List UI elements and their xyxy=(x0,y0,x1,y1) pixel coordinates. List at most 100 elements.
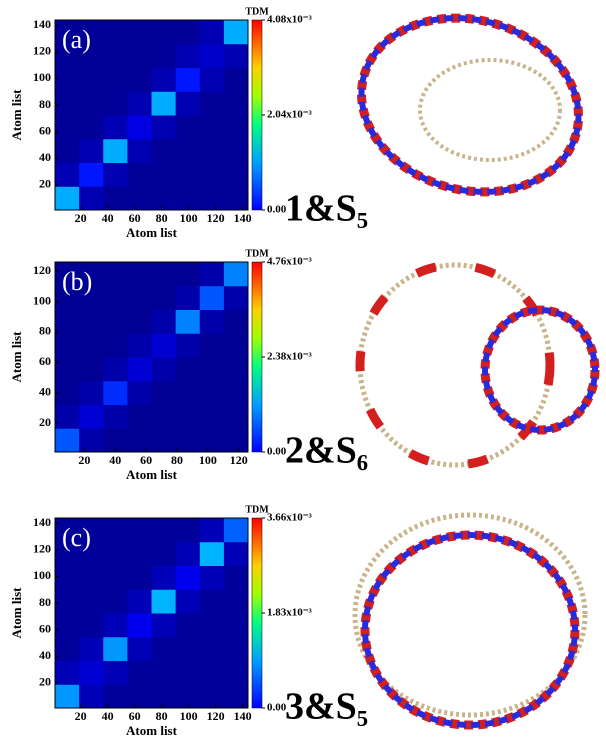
colorbar xyxy=(251,517,263,709)
heat-cell xyxy=(175,541,201,566)
colorbar-tick-label: 2.04x10⁻³ xyxy=(267,109,313,121)
heat-cell xyxy=(199,636,225,661)
heat-cell xyxy=(223,309,249,334)
heat-cell xyxy=(79,428,104,453)
heat-cell xyxy=(199,162,225,187)
heat-cell xyxy=(127,43,152,68)
heat-cell xyxy=(151,186,177,211)
heat-cell xyxy=(175,565,201,590)
x-tick-label: 140 xyxy=(234,709,252,723)
heat-cell xyxy=(127,138,152,163)
heat-cell xyxy=(223,115,249,140)
structure-label: 3&S₅ xyxy=(285,686,368,728)
heat-cell xyxy=(55,91,80,116)
heat-cell xyxy=(103,262,128,287)
x-tick-label: 100 xyxy=(180,211,198,225)
y-tick-label: 60 xyxy=(39,621,51,635)
x-tick-label: 120 xyxy=(207,709,225,723)
heat-cell xyxy=(151,428,177,453)
heat-cell xyxy=(79,333,104,358)
heat-cell xyxy=(151,285,177,310)
heat-cell xyxy=(175,285,201,310)
heat-cell xyxy=(103,67,128,92)
y-tick-label: 80 xyxy=(39,324,51,338)
x-tick-label: 80 xyxy=(156,211,168,225)
y-axis-title: Atom list xyxy=(9,587,24,639)
colorbar-tick-label: 3.66x10⁻³ xyxy=(267,512,313,524)
heat-cell xyxy=(55,357,80,382)
heat-cell xyxy=(151,309,177,334)
heat-cell xyxy=(79,309,104,334)
heat-cell xyxy=(175,660,201,685)
heat-cell xyxy=(127,613,152,638)
heat-cell xyxy=(55,67,80,92)
heat-cell xyxy=(127,91,152,116)
heat-cell xyxy=(103,20,128,45)
heat-cell xyxy=(151,20,177,45)
x-tick-label: 20 xyxy=(78,453,90,467)
heat-cell xyxy=(127,186,152,211)
x-tick-label: 100 xyxy=(199,453,217,467)
heat-cell xyxy=(127,357,152,382)
heat-cell xyxy=(103,636,128,661)
heat-cell xyxy=(199,285,225,310)
heat-cell xyxy=(223,43,249,68)
heat-cell xyxy=(175,138,201,163)
y-tick-label: 120 xyxy=(33,263,51,277)
heat-cell xyxy=(199,613,225,638)
y-tick-label: 20 xyxy=(39,177,51,191)
heat-cell xyxy=(223,660,249,685)
heat-cell xyxy=(55,186,80,211)
heat-cell xyxy=(199,333,225,358)
heat-cell xyxy=(127,636,152,661)
heat-cell xyxy=(127,660,152,685)
heat-cell xyxy=(79,660,104,685)
y-tick-label: 80 xyxy=(39,595,51,609)
heat-cell xyxy=(175,162,201,187)
heat-cell xyxy=(79,404,104,429)
heat-cell xyxy=(199,91,225,116)
heat-cell xyxy=(127,518,152,543)
heat-cell xyxy=(127,115,152,140)
heat-cell xyxy=(151,404,177,429)
heat-cell xyxy=(103,589,128,614)
heat-cell xyxy=(175,115,201,140)
heat-cell xyxy=(103,380,128,405)
heat-cell xyxy=(79,285,104,310)
plot-frame xyxy=(54,517,249,709)
colorbar-tick-label: 0.00 xyxy=(267,204,287,216)
heat-cell xyxy=(151,636,177,661)
heat-cell xyxy=(199,541,225,566)
heat-cell xyxy=(175,262,201,287)
heat-cell xyxy=(127,20,152,45)
heat-cell xyxy=(223,518,249,543)
colorbar-tick-label: 2.38x10⁻³ xyxy=(267,351,313,363)
heat-cell xyxy=(223,428,249,453)
heat-cell xyxy=(199,404,225,429)
heat-cell xyxy=(55,333,80,358)
heat-cell xyxy=(55,589,80,614)
heat-cell xyxy=(127,589,152,614)
heat-cell xyxy=(151,518,177,543)
heat-cell xyxy=(175,20,201,45)
heat-cell xyxy=(199,138,225,163)
heat-cell xyxy=(175,636,201,661)
heat-cell xyxy=(223,333,249,358)
heat-cell xyxy=(175,333,201,358)
heat-cell xyxy=(55,380,80,405)
heat-cell xyxy=(79,589,104,614)
y-tick-label: 20 xyxy=(39,415,51,429)
heat-cell xyxy=(223,565,249,590)
heat-cell xyxy=(223,262,249,287)
heat-cell xyxy=(151,91,177,116)
heat-cell xyxy=(127,428,152,453)
heat-cell xyxy=(103,684,128,709)
heat-cell xyxy=(127,285,152,310)
colorbar xyxy=(251,261,263,453)
x-tick-label: 20 xyxy=(75,709,87,723)
panel-label: (c) xyxy=(62,523,91,552)
heat-cell xyxy=(199,115,225,140)
x-tick-label: 60 xyxy=(129,709,141,723)
heat-cell xyxy=(55,43,80,68)
y-tick-label: 60 xyxy=(39,123,51,137)
